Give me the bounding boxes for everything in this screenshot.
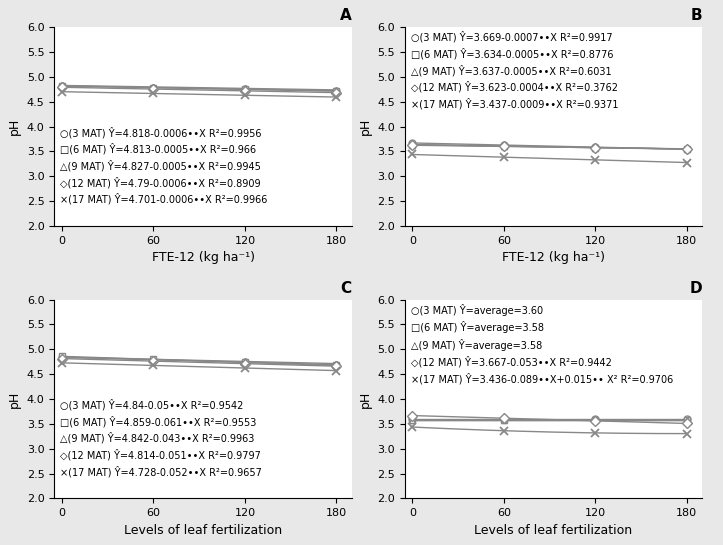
Y-axis label: pH: pH (359, 118, 372, 135)
Text: A: A (340, 8, 351, 23)
Text: C: C (341, 281, 351, 296)
X-axis label: Levels of leaf fertilization: Levels of leaf fertilization (474, 524, 633, 537)
Y-axis label: pH: pH (9, 390, 22, 408)
Text: B: B (690, 8, 702, 23)
X-axis label: FTE-12 (kg ha⁻¹): FTE-12 (kg ha⁻¹) (502, 251, 605, 264)
Y-axis label: pH: pH (359, 390, 372, 408)
Y-axis label: pH: pH (9, 118, 22, 135)
X-axis label: FTE-12 (kg ha⁻¹): FTE-12 (kg ha⁻¹) (152, 251, 254, 264)
Text: ○(3 MAT) Ŷ=3.669-0.0007••X R²=0.9917
□(6 MAT) Ŷ=3.634-0.0005••X R²=0.8776
△(9 MA: ○(3 MAT) Ŷ=3.669-0.0007••X R²=0.9917 □(6… (411, 31, 618, 110)
Text: ○(3 MAT) Ŷ=average=3.60
□(6 MAT) Ŷ=average=3.58
△(9 MAT) Ŷ=average=3.58
◇(12 MAT: ○(3 MAT) Ŷ=average=3.60 □(6 MAT) Ŷ=avera… (411, 304, 673, 384)
Text: D: D (690, 281, 702, 296)
X-axis label: Levels of leaf fertilization: Levels of leaf fertilization (124, 524, 282, 537)
Text: ○(3 MAT) Ŷ=4.84-0.05••X R²=0.9542
□(6 MAT) Ŷ=4.859-0.061••X R²=0.9553
△(9 MAT) Ŷ: ○(3 MAT) Ŷ=4.84-0.05••X R²=0.9542 □(6 MA… (60, 399, 262, 477)
Text: ○(3 MAT) Ŷ=4.818-0.0006••X R²=0.9956
□(6 MAT) Ŷ=4.813-0.0005••X R²=0.966
△(9 MAT: ○(3 MAT) Ŷ=4.818-0.0006••X R²=0.9956 □(6… (60, 126, 268, 205)
